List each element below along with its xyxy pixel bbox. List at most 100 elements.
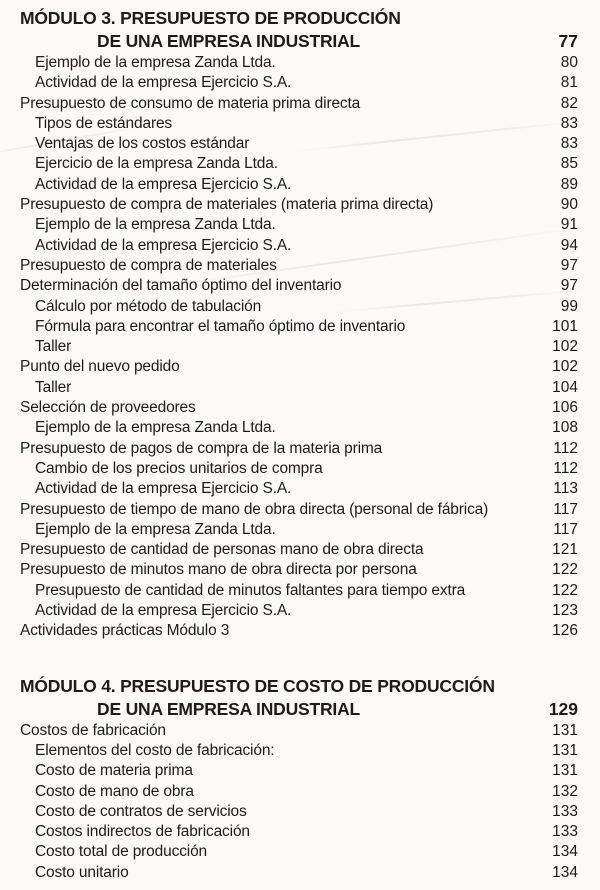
toc-entry-label: Ventajas de los costos estándar (35, 135, 250, 153)
toc-entry-label: Determinación del tamaño óptimo del inve… (20, 277, 342, 295)
toc-entry: Determinación del tamaño óptimo del inve… (20, 276, 578, 296)
toc-entry-label: Punto del nuevo pedido (20, 358, 180, 376)
toc-entry-page-number: 132 (552, 782, 578, 800)
toc-entry: Costo de materia prima 131 (20, 761, 578, 781)
toc-section: MÓDULO 3. PRESUPUESTO DE PRODUCCIÓN DE U… (20, 7, 578, 642)
toc-entry: Actividad de la empresa Ejercicio S.A. 8… (20, 73, 578, 93)
toc-sections: MÓDULO 3. PRESUPUESTO DE PRODUCCIÓN DE U… (20, 7, 578, 883)
toc-entry-label: Ejemplo de la empresa Zanda Ltda. (35, 419, 276, 437)
toc-entry-label: Ejemplo de la empresa Zanda Ltda. (35, 216, 276, 234)
toc-entry-page-number: 131 (552, 741, 578, 759)
toc-entry-label: Costo unitario (35, 863, 129, 881)
toc-entry: Presupuesto de compra de materiales 97 (20, 256, 578, 276)
toc-entry-page-number: 117 (553, 500, 578, 518)
toc-entry-page-number: 122 (552, 581, 578, 599)
toc-entry: Ejemplo de la empresa Zanda Ltda. 80 (20, 53, 578, 73)
toc-entry-page-number: 104 (552, 378, 578, 396)
toc-entry-label: Costo de mano de obra (35, 782, 194, 800)
toc-entry: Presupuesto de consumo de materia prima … (20, 94, 578, 114)
toc-entry-label: Taller (35, 378, 72, 396)
toc-entry: Ejemplo de la empresa Zanda Ltda. 91 (20, 215, 578, 235)
toc-entry-page-number: 108 (552, 419, 578, 437)
toc-entry: Costo de mano de obra 132 (20, 782, 578, 802)
toc-entry: Costo de contratos de servicios 133 (20, 802, 578, 822)
toc-entry-label: Taller (35, 338, 72, 356)
module-heading-line2-row: DE UNA EMPRESA INDUSTRIAL 77 (20, 30, 578, 53)
toc-entry-page-number: 82 (560, 94, 578, 112)
toc-entry-page-number: 133 (552, 802, 578, 820)
heading-page-number: 129 (548, 698, 578, 719)
toc-entry-label: Ejercicio de la empresa Zanda Ltda. (35, 155, 278, 173)
toc-entry-label: Ejemplo de la empresa Zanda Ltda. (35, 520, 276, 538)
toc-entry-label: Actividad de la empresa Ejercicio S.A. (35, 74, 292, 92)
toc-entry-page-number: 81 (560, 74, 578, 92)
toc-entry-page-number: 91 (560, 216, 578, 234)
toc-entry-page-number: 134 (552, 843, 578, 861)
toc-entry-page-number: 85 (560, 155, 578, 173)
toc-entry-label: Presupuesto de minutos mano de obra dire… (20, 561, 417, 579)
toc-entry: Ejemplo de la empresa Zanda Ltda. 117 (20, 520, 578, 540)
toc-entry-page-number: 89 (560, 175, 578, 193)
toc-entry-page-number: 101 (552, 317, 578, 335)
toc-entry-label: Ejemplo de la empresa Zanda Ltda. (35, 54, 276, 71)
module-heading-line2: DE UNA EMPRESA INDUSTRIAL (97, 31, 361, 51)
toc-entry: Costos indirectos de fabricación 133 (20, 822, 578, 842)
toc-entry-label: Selección de proveedores (20, 399, 196, 417)
toc-entry: Presupuesto de tiempo de mano de obra di… (20, 500, 578, 520)
toc-entry-page-number: 80 (560, 54, 578, 71)
toc-entry-label: Fórmula para encontrar el tamaño óptimo … (35, 317, 406, 335)
toc-entry-page-number: 112 (553, 439, 578, 457)
toc-entry-label: Actividad de la empresa Ejercicio S.A. (35, 602, 292, 620)
toc-entry: Cambio de los precios unitarios de compr… (20, 459, 578, 479)
toc-entry: Ventajas de los costos estándar 83 (20, 134, 578, 154)
heading-page-number: 77 (558, 31, 578, 51)
toc-entry-page-number: 117 (553, 520, 578, 538)
toc-entry-label: Tipos de estándares (35, 114, 173, 132)
toc-entry: Presupuesto de cantidad de personas mano… (20, 540, 578, 560)
toc-entry: Actividades prácticas Módulo 3 126 (20, 621, 578, 641)
toc-entry-page-number: 134 (552, 863, 578, 881)
toc-entry-label: Presupuesto de consumo de materia prima … (20, 94, 361, 112)
toc-entry-page-number: 112 (553, 459, 578, 477)
toc-entry-label: Elementos del costo de fabricación: (35, 741, 275, 759)
toc-entry-page-number: 102 (552, 338, 578, 356)
toc-entry: Cálculo por método de tabulación 99 (20, 297, 578, 317)
toc-entry-page-number: 97 (560, 256, 578, 274)
toc-entry-label: Presupuesto de tiempo de mano de obra di… (20, 500, 489, 518)
toc-entry-label: Actividad de la empresa Ejercicio S.A. (35, 480, 292, 498)
toc-entry: Costos de fabricación 131 (20, 721, 578, 741)
toc-entry: Taller 104 (20, 378, 578, 398)
toc-entry-label: Costos de fabricación (20, 721, 166, 739)
toc-entry-label: Actividad de la empresa Ejercicio S.A. (35, 236, 292, 254)
toc-entry-page-number: 121 (552, 541, 578, 559)
toc-entry: Actividad de la empresa Ejercicio S.A. 1… (20, 479, 578, 499)
toc-entry-label: Presupuesto de compra de materiales (mat… (20, 196, 434, 214)
toc-entry: Actividad de la empresa Ejercicio S.A. 8… (20, 175, 578, 195)
toc-entry-label: Cálculo por método de tabulación (35, 297, 262, 315)
toc-entry-page-number: 122 (552, 561, 578, 579)
module-heading-line2: DE UNA EMPRESA INDUSTRIAL (97, 698, 361, 719)
toc-entry-page-number: 83 (560, 114, 578, 132)
toc-entry-label: Costo total de producción (35, 843, 208, 861)
toc-entry-label: Presupuesto de pagos de compra de la mat… (20, 439, 383, 457)
toc-entry-page-number: 97 (560, 277, 578, 295)
toc-entry: Selección de proveedores 106 (20, 398, 578, 418)
toc-entry: Tipos de estándares 83 (20, 114, 578, 134)
toc-entry-page-number: 94 (560, 236, 578, 254)
toc-entry-page-number: 131 (552, 721, 578, 739)
toc-entry-label: Presupuesto de compra de materiales (20, 256, 277, 274)
toc-entry-label: Costos indirectos de fabricación (35, 823, 250, 841)
toc-entry: Taller 102 (20, 337, 578, 357)
module-heading-line2-row: DE UNA EMPRESA INDUSTRIAL 129 (20, 698, 578, 721)
toc-entry-page-number: 131 (552, 762, 578, 780)
toc-entry-label: Presupuesto de cantidad de minutos falta… (35, 581, 466, 599)
toc-entry: Actividad de la empresa Ejercicio S.A. 9… (20, 236, 578, 256)
toc-entry-page-number: 90 (560, 196, 578, 214)
toc-entry-page-number: 113 (553, 480, 578, 498)
toc-entry-label: Costo de contratos de servicios (35, 802, 247, 820)
toc-entry-label: Costo de materia prima (35, 762, 193, 780)
toc-entry: Presupuesto de minutos mano de obra dire… (20, 560, 578, 580)
toc-section: MÓDULO 4. PRESUPUESTO DE COSTO DE PRODUC… (20, 675, 578, 883)
toc-entry: Presupuesto de cantidad de minutos falta… (20, 581, 578, 601)
